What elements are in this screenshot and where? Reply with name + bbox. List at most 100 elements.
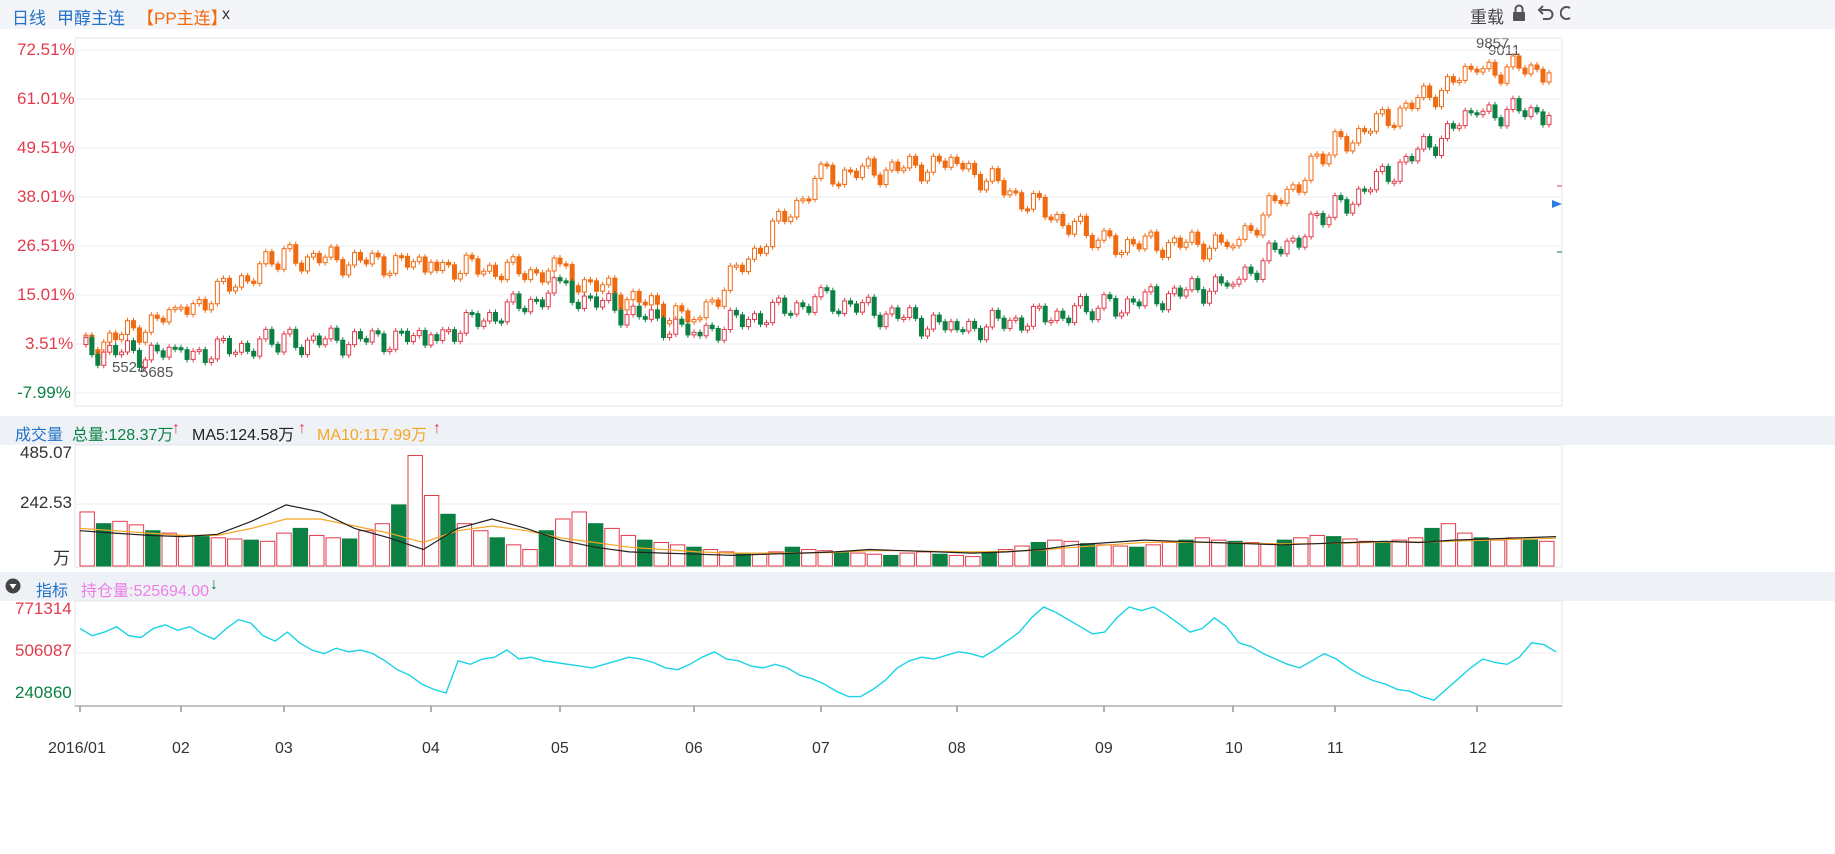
candle: [263, 328, 269, 340]
candle: [883, 313, 889, 328]
candle: [154, 344, 160, 352]
candle: [1356, 188, 1362, 205]
candle: [275, 343, 281, 353]
candle: [794, 302, 800, 315]
candle: [410, 261, 416, 268]
candle: [534, 298, 540, 302]
candle: [673, 318, 679, 335]
candle: [220, 277, 226, 282]
candle: [836, 183, 842, 187]
candle: [1439, 90, 1444, 108]
candle: [214, 280, 220, 305]
main-panel-frame: [74, 37, 1563, 407]
candle: [800, 198, 806, 202]
candle: [919, 164, 925, 182]
candle: [1296, 184, 1302, 193]
tab-daily[interactable]: 日线: [12, 9, 46, 28]
candle: [954, 156, 960, 165]
candle: [1160, 249, 1166, 258]
indicator-title[interactable]: 指标: [36, 583, 69, 600]
candle: [618, 309, 624, 326]
volume-bar: [948, 554, 965, 567]
volume-panel-frame: [74, 444, 1563, 568]
candle: [1362, 128, 1368, 133]
candle: [1397, 107, 1403, 127]
volume-bar: [1375, 541, 1391, 567]
candle: [883, 169, 889, 186]
candle: [859, 165, 865, 178]
candle: [1308, 213, 1314, 238]
candle: [1350, 203, 1356, 214]
volume-bar: [702, 549, 719, 567]
candle: [352, 252, 358, 266]
reload-button[interactable]: 重载: [1470, 8, 1504, 27]
volume-bar: [850, 552, 866, 567]
volume-bar: [309, 534, 325, 567]
refresh-icon[interactable]: [1559, 4, 1572, 27]
volume-bar: [1276, 539, 1293, 567]
candle: [1338, 195, 1344, 201]
tab-bar: 日线 甲醇主连 【PP主连】 x 重载: [0, 0, 1835, 29]
volume-bar: [95, 523, 112, 567]
volume-bar: [899, 552, 915, 567]
volume-bar: [259, 540, 276, 567]
candle: [1136, 301, 1142, 307]
candle: [1278, 200, 1284, 204]
candle: [1456, 125, 1462, 129]
volume-bar: [1178, 539, 1194, 567]
candle: [1302, 179, 1308, 193]
candle: [733, 264, 739, 268]
candle: [1036, 305, 1042, 309]
candle: [263, 251, 269, 265]
lock-icon[interactable]: [1511, 4, 1527, 27]
undo-icon[interactable]: [1537, 4, 1555, 27]
candle: [1421, 136, 1427, 150]
volume-title[interactable]: 成交量: [15, 427, 64, 444]
candle: [569, 280, 575, 303]
volume-bar: [177, 534, 194, 567]
candle: [1171, 237, 1177, 244]
candle: [1048, 320, 1054, 324]
collapse-icon[interactable]: [5, 578, 21, 599]
candle: [1474, 68, 1480, 73]
candle: [691, 319, 697, 323]
candle: [1444, 76, 1450, 92]
down-arrow-icon: ↓: [210, 576, 218, 593]
volume-bar: [522, 549, 538, 567]
candle: [727, 309, 733, 331]
volume-bar: [669, 544, 686, 567]
candle: [130, 320, 136, 329]
candle: [381, 333, 387, 353]
candle: [381, 256, 387, 276]
candle: [563, 280, 569, 284]
volume-bar: [358, 530, 374, 567]
volume-bar: [932, 553, 948, 567]
candle: [901, 167, 907, 172]
candle: [636, 290, 642, 303]
candle: [269, 328, 275, 345]
candle: [636, 305, 642, 318]
candle: [287, 328, 293, 335]
volume-bar: [128, 524, 145, 567]
candle: [1189, 278, 1195, 291]
high-annotation: 9857: [1476, 35, 1510, 52]
candle: [654, 309, 660, 319]
tab-methanol[interactable]: 甲醇主连: [57, 9, 125, 28]
candle: [1302, 236, 1308, 248]
candle: [794, 199, 800, 218]
candle: [913, 155, 919, 166]
candle: [1492, 104, 1498, 119]
candle: [1248, 266, 1254, 274]
candle: [877, 174, 883, 186]
candle: [818, 163, 824, 179]
candle: [551, 277, 557, 294]
tab-pp[interactable]: 【PP主连】: [137, 9, 228, 28]
candle: [1242, 266, 1248, 280]
candle: [575, 285, 581, 293]
candle: [1444, 123, 1450, 140]
volume-bar: [210, 537, 227, 567]
candle: [877, 314, 883, 328]
volume-bar: [1391, 539, 1407, 567]
tab-close-button[interactable]: x: [222, 6, 230, 23]
